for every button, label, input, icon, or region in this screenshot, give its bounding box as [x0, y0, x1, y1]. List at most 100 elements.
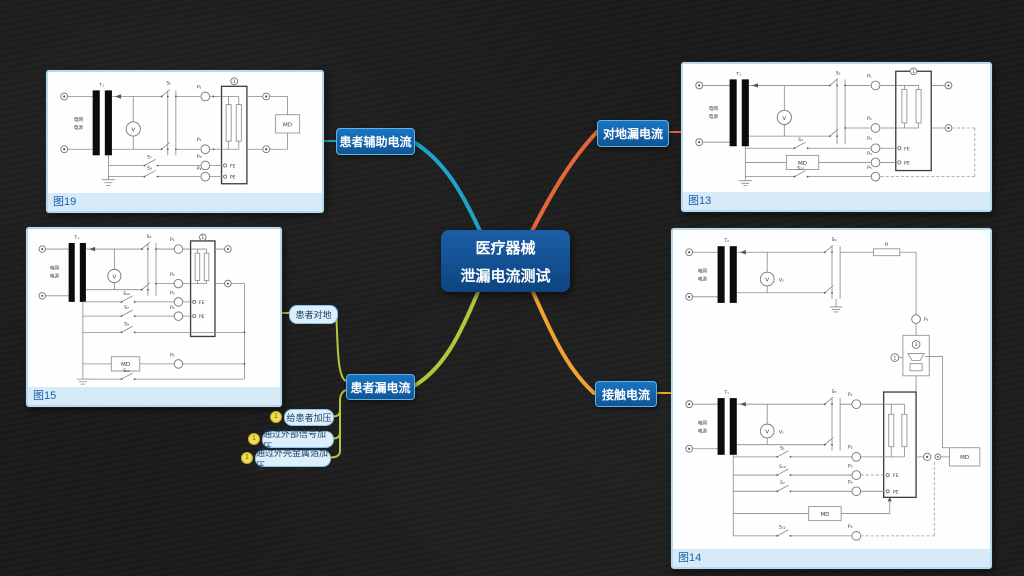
connector-touch-current: [531, 290, 596, 395]
fig14-top-transformer: [717, 246, 737, 303]
node-pressurize-external-signal[interactable]: 通过外部信号加压: [262, 429, 334, 452]
fig15-p4-label: P₄: [170, 305, 175, 311]
fig13-transformer: [729, 79, 749, 147]
fig15-ground-symbol: [76, 378, 89, 385]
figure-card-fig14[interactable]: 电网 电源 T₂ V V₂ S₉: [671, 228, 992, 569]
fig14-circuit-svg: 电网 电源 T₂ V V₂ S₉: [685, 237, 981, 541]
branch-patient-auxiliary-current[interactable]: 患者辅助电流: [336, 128, 415, 155]
fig15-s3-label: S₉: [124, 321, 129, 327]
fig14-bot-transformer: [717, 398, 737, 455]
fig13-switch-network: [829, 78, 871, 145]
fig14-bot-v-label: V: [765, 430, 769, 436]
fig14-top-power-1: 电网: [698, 268, 708, 275]
fig14-r-label: R: [885, 242, 889, 248]
fig14-s2-label: S₁₀: [779, 464, 786, 470]
fig15-power-label-2: 电源: [50, 273, 60, 280]
fig13-mark1: 1: [912, 69, 915, 75]
connector-patient-leakage: [412, 290, 480, 388]
node-pressurize-metal-foil-label: 通过外壳金属箔加压: [256, 447, 329, 471]
figure-card-fig19[interactable]: 电网 电源 T₁ V S₅: [46, 70, 324, 213]
fig15-pe-label: PE: [199, 314, 205, 320]
fig19-md-box: MD: [274, 114, 301, 134]
fig15-image: 电网 电源 T₁ V S₅: [28, 229, 280, 387]
node-patient-to-earth[interactable]: 患者对地: [289, 305, 338, 324]
fig13-p3-label: P₃: [867, 136, 872, 142]
fig14-v2-label: V₂: [779, 278, 784, 284]
fig13-md-label: MD: [798, 161, 807, 167]
branch-earth-leakage-current[interactable]: 对地漏电流: [597, 120, 669, 147]
fig19-mains-terminals: [60, 92, 93, 154]
fig15-mains-terminals: [38, 245, 69, 300]
fig19-switch-rows: [107, 155, 228, 182]
fig19-power-label-2: 电源: [74, 124, 84, 131]
fig14-p5-label: P₅: [848, 524, 853, 530]
fig14-p1-label: P₁: [848, 392, 853, 398]
fig14-top-voltmeter: V: [759, 271, 775, 287]
fig13-switch-rows: [744, 141, 902, 182]
fig13-voltmeter: V: [776, 109, 792, 125]
fig14-caption: 图14: [673, 549, 990, 567]
fig19-p4-label: P₄: [197, 166, 202, 172]
fig15-circuit-svg: 电网 电源 T₁ V S₅: [38, 233, 246, 385]
fig19-caption: 图19: [48, 193, 322, 211]
fig14-bot-voltmeter: V: [759, 423, 775, 439]
central-topic-line1: 医疗器械: [475, 239, 536, 257]
fig14-top-v-label: V: [765, 278, 769, 284]
figure-card-fig15[interactable]: 电网 电源 T₁ V S₅: [26, 227, 282, 407]
fig14-top-switch-network: [824, 244, 841, 299]
fig19-p2-label: P₂: [197, 137, 202, 143]
figure-card-fig13[interactable]: 电网 电源 T₁ V S₅: [681, 62, 992, 212]
fig15-caption: 图15: [28, 387, 280, 405]
fig19-pe-label: PE: [230, 175, 236, 181]
fig13-image: 电网 电源 T₁ V S₅: [683, 64, 990, 192]
fig14-mark3: 3: [915, 342, 918, 348]
central-topic-line2: 泄漏电流测试: [460, 267, 551, 285]
fig19-right-terminals: [246, 92, 288, 154]
fig14-md2-label: MD: [820, 512, 829, 518]
fig14-s4-label: S₁₂: [779, 525, 786, 531]
branch-patient-leakage-current[interactable]: 患者漏电流: [346, 374, 415, 400]
fig14-md-right-box: MD: [949, 447, 981, 467]
fig13-p1-label: P₁: [867, 73, 872, 79]
fig19-switch-net-label: S₅: [166, 80, 171, 86]
fig19-transformer-label: T₁: [98, 82, 104, 88]
fig14-stop-label: S₉: [832, 237, 837, 243]
priority-badge-icon: 1: [270, 411, 282, 423]
node-pressurize-patient[interactable]: 给患者加压: [284, 409, 334, 426]
branch-touch-current-label: 接触电流: [601, 387, 650, 402]
fig19-switch-network: [160, 89, 201, 156]
fig19-p3-label: P₃: [197, 154, 202, 160]
fig14-enclosure: [851, 391, 917, 499]
fig15-enclosure: 1: [189, 233, 216, 338]
fig19-s1-label: S₇: [147, 154, 152, 160]
node-pressurize-metal-foil[interactable]: 通过外壳金属箔加压: [255, 448, 331, 471]
fig15-fe-label: FE: [199, 300, 205, 306]
fig15-voltmeter-label: V: [112, 275, 116, 281]
connector-items-trunk: [338, 389, 347, 451]
fig15-transformer-label: T₁: [73, 235, 79, 241]
fig19-voltmeter-label: V: [131, 127, 135, 133]
central-topic[interactable]: 医疗器械 泄漏电流测试: [441, 230, 570, 292]
fig15-p3-label: P₃: [170, 290, 175, 296]
fig19-ground-symbol: [101, 179, 115, 186]
fig14-ptop-label: P₁: [924, 317, 929, 323]
fig13-measure-points: [870, 80, 896, 133]
fig13-s2-label: S₁₂: [797, 166, 804, 172]
fig14-bot-switch-network: [824, 396, 852, 451]
branch-touch-current[interactable]: 接触电流: [595, 381, 657, 407]
fig13-ground-symbol: [738, 180, 752, 187]
fig14-top-terminals: [685, 248, 718, 301]
fig15-p1-label: P₁: [170, 237, 175, 243]
fig13-p2-label: P₂: [867, 116, 872, 122]
fig13-pe-label: PE: [904, 160, 910, 166]
fig14-t2-label: T₂: [723, 238, 729, 244]
fig15-s4-label: S₁₂: [123, 368, 130, 374]
fig14-resistor: R: [840, 242, 917, 315]
fig19-fe-label: FE: [230, 164, 236, 170]
fig14-s1-label: S₁: [780, 446, 785, 452]
priority-badge-icon: 1: [241, 452, 253, 464]
fig19-circuit-svg: 电网 电源 T₁ V S₅: [60, 77, 301, 186]
fig19-transformer: [92, 90, 112, 156]
branch-earth-leakage-label: 对地漏电流: [602, 127, 663, 141]
